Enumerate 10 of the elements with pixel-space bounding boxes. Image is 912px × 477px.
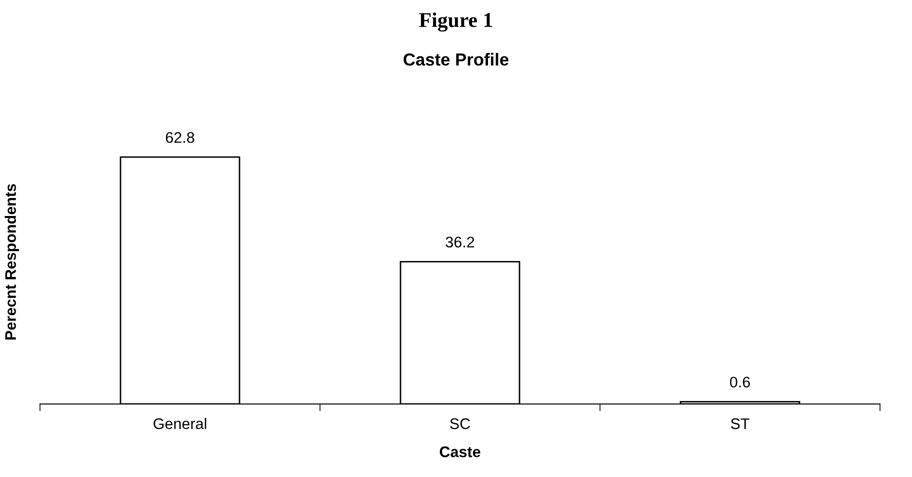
x-tick-label: SC [450,418,470,430]
data-label: 0.6 [730,376,750,388]
x-axis-title: Caste [440,446,480,458]
x-tick-label: General [154,418,206,430]
data-label: 62.8 [166,132,194,143]
y-axis-title: Perecnt Respondents [4,184,19,340]
chart-subtitle: Caste Profile [404,52,508,66]
data-label: 36.2 [446,236,474,248]
chart-title: Figure 1 [419,12,492,32]
x-tick-label: ST [730,418,750,430]
